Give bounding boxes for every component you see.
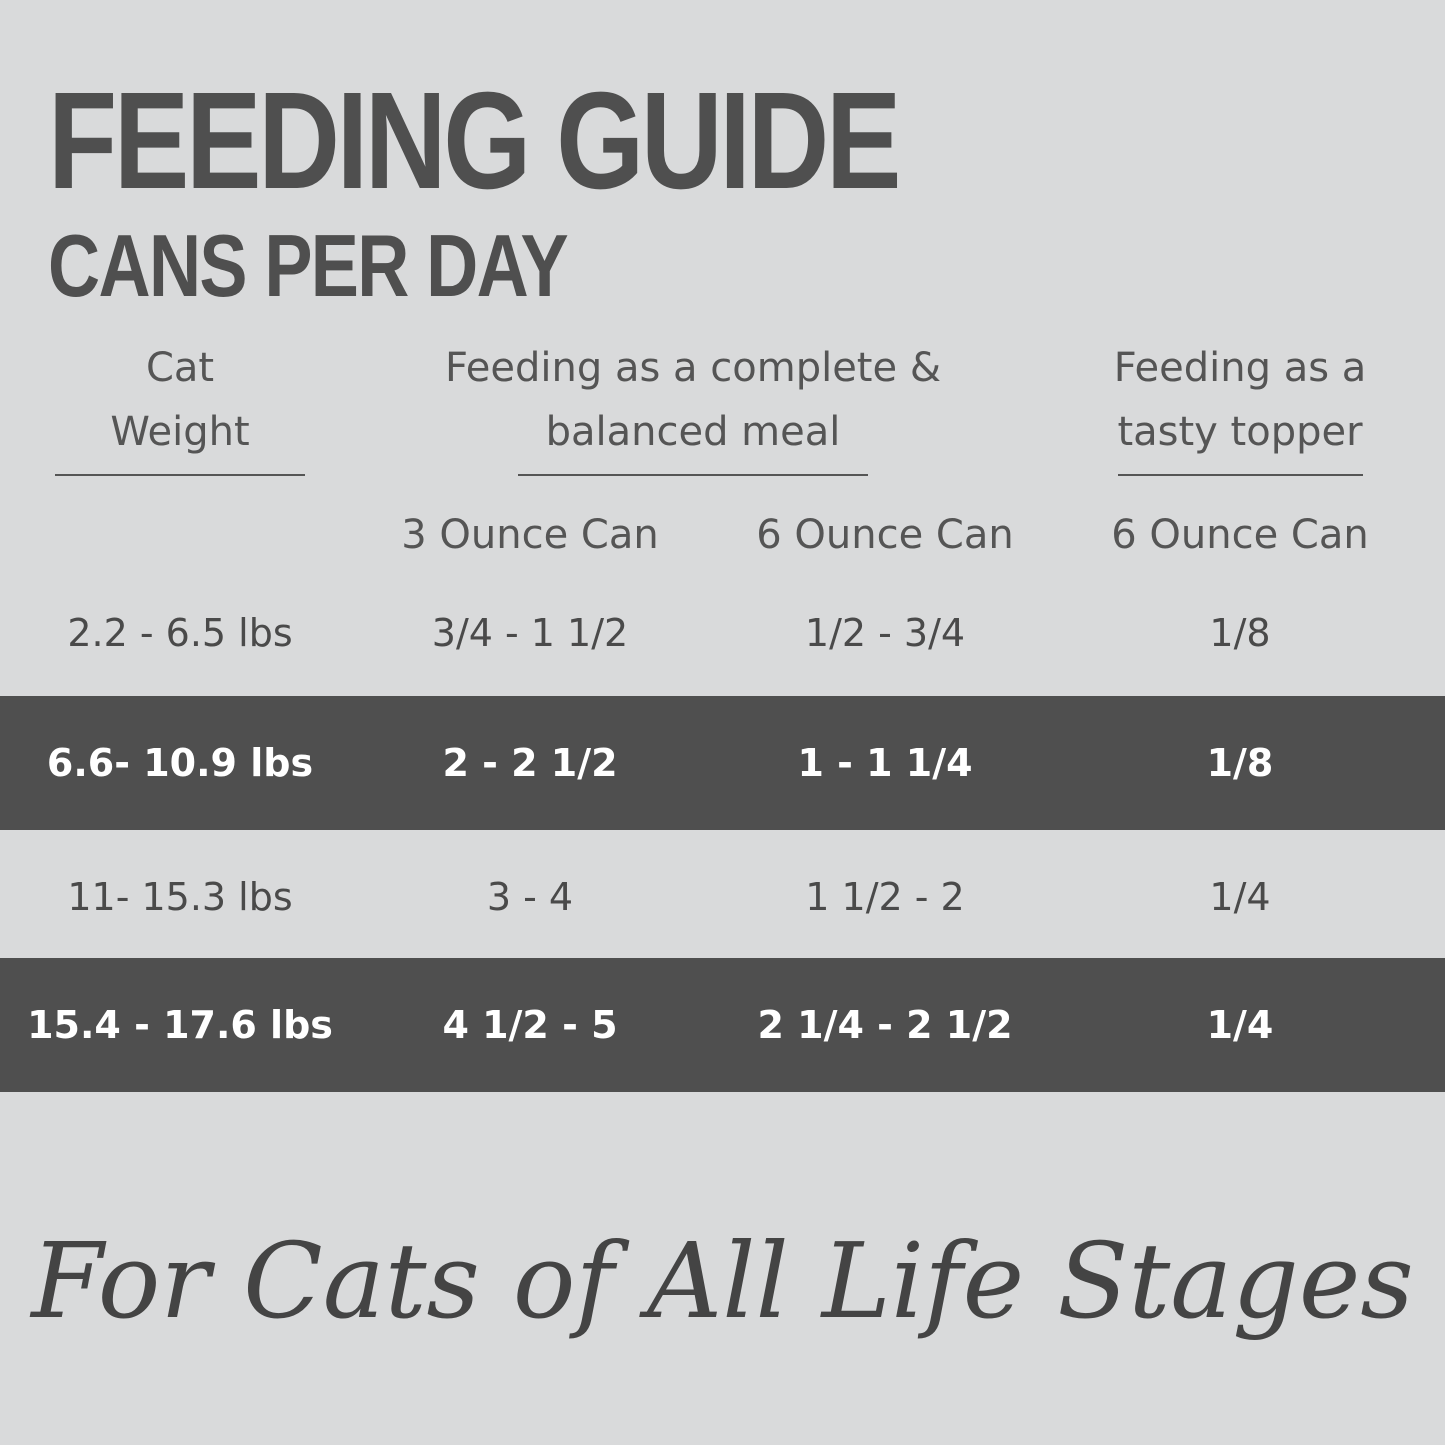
table-cell: 1 1/2 - 2 xyxy=(805,875,965,919)
column-header: 3 Ounce Can xyxy=(401,512,659,558)
table-cell: 6.6- 10.9 lbs xyxy=(46,741,314,785)
table-cell: 1 - 1 1/4 xyxy=(797,741,973,785)
column-header: 6 Ounce Can xyxy=(756,512,1014,558)
group-header: balanced meal xyxy=(545,409,841,455)
table-cell: 11- 15.3 lbs xyxy=(67,875,293,919)
subtitle: CANS PER DAY xyxy=(48,216,569,315)
table-cell: 3/4 - 1 1/2 xyxy=(431,611,629,655)
table-cell: 2 - 2 1/2 xyxy=(442,741,618,785)
table-cell: 1/4 xyxy=(1209,875,1271,919)
group-header: Weight xyxy=(110,409,250,455)
table-cell: 1/8 xyxy=(1209,611,1271,655)
table-row: 15.4 - 17.6 lbs 4 1/2 - 5 2 1/4 - 2 1/2 1/4 xyxy=(0,958,1445,1092)
group-header: Cat xyxy=(145,345,215,391)
table-cell: 1/4 xyxy=(1206,1003,1274,1047)
table-cell: 2 1/4 - 2 1/2 xyxy=(757,1003,1013,1047)
table-cell: 3 - 4 xyxy=(486,875,574,919)
header-rule xyxy=(518,474,868,476)
header-rule xyxy=(55,474,305,476)
table-row: 11- 15.3 lbs 3 - 4 1 1/2 - 2 1/4 xyxy=(0,830,1445,964)
group-header: Feeding as a xyxy=(1113,345,1367,391)
table-cell: 15.4 - 17.6 lbs xyxy=(27,1003,333,1047)
group-header: tasty topper xyxy=(1117,409,1363,455)
column-header: 6 Ounce Can xyxy=(1111,512,1369,558)
tagline: For Cats of All Life Stages xyxy=(31,1220,1414,1342)
table-cell: 4 1/2 - 5 xyxy=(442,1003,618,1047)
header-rule xyxy=(1117,474,1363,476)
table-cell: 2.2 - 6.5 lbs xyxy=(67,611,293,655)
title: FEEDING GUIDE xyxy=(48,64,901,218)
table-row: 6.6- 10.9 lbs 2 - 2 1/2 1 - 1 1/4 1/8 xyxy=(0,696,1445,830)
table-cell: 1/8 xyxy=(1206,741,1274,785)
table-cell: 1/2 - 3/4 xyxy=(804,611,966,655)
group-header: Feeding as a complete & xyxy=(444,345,942,391)
table-row: 2.2 - 6.5 lbs 3/4 - 1 1/2 1/2 - 3/4 1/8 xyxy=(0,566,1445,700)
